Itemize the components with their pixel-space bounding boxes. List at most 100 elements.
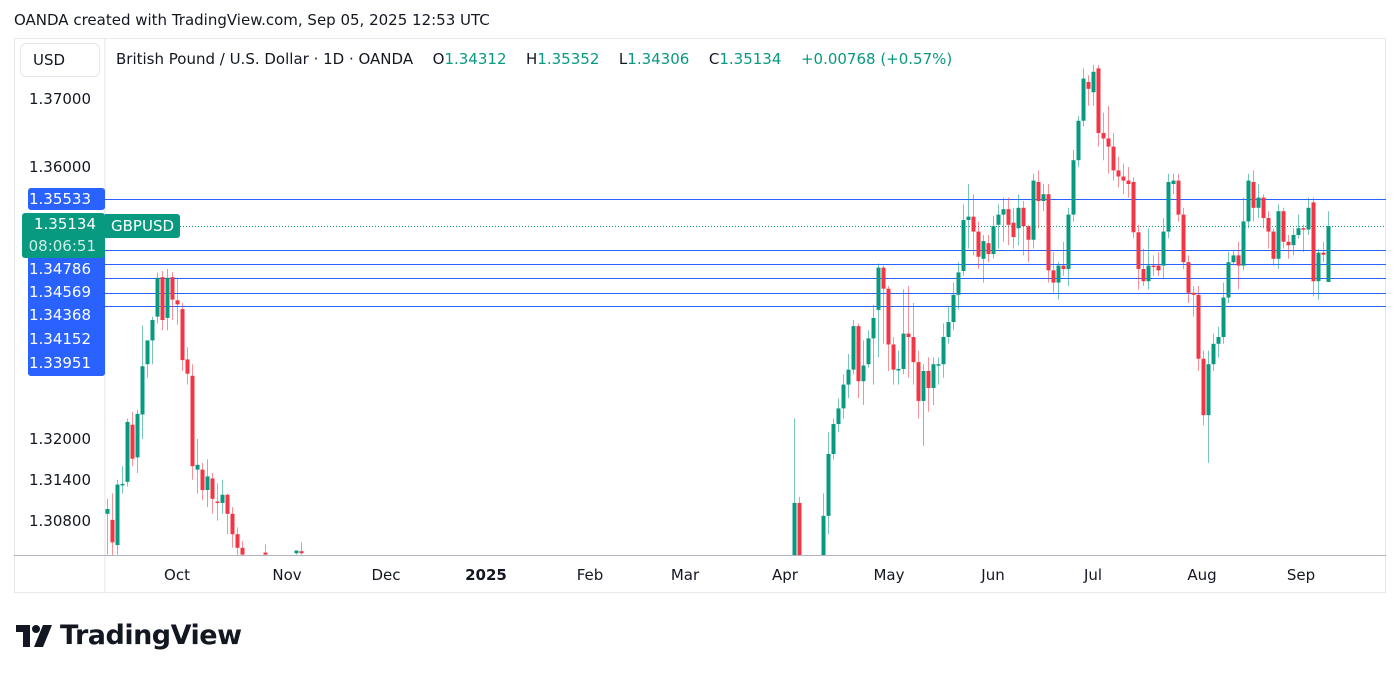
currency-button[interactable]: USD — [20, 43, 100, 77]
candle — [1161, 231, 1166, 266]
candle — [220, 494, 225, 503]
time-tick-label: May — [873, 566, 905, 584]
candle — [1106, 138, 1111, 147]
candle — [946, 322, 951, 337]
candle — [1021, 207, 1026, 227]
candle — [1231, 255, 1236, 263]
candle — [1301, 228, 1306, 230]
candle — [936, 364, 941, 366]
candle — [1091, 71, 1096, 93]
candle — [971, 216, 976, 232]
level-price-tag: 1.34152 — [28, 328, 105, 350]
legend-change: +0.00768 (+0.57%) — [800, 50, 953, 68]
candle — [1036, 181, 1041, 201]
candle — [1206, 364, 1211, 416]
candle — [1096, 68, 1101, 133]
candle — [1066, 214, 1071, 269]
candle — [1306, 207, 1311, 230]
candle — [155, 277, 160, 317]
candle — [1291, 235, 1296, 246]
candle — [185, 359, 190, 374]
tradingview-logo-icon — [16, 624, 52, 647]
candle — [125, 422, 130, 482]
time-tick-label: 2025 — [465, 566, 507, 584]
candle — [1286, 241, 1291, 246]
bar-countdown: 08:06:51 — [28, 237, 96, 255]
candle — [160, 277, 165, 320]
legend-high-label: H — [526, 50, 538, 68]
legend-title: British Pound / U.S. Dollar · 1D · OANDA — [116, 50, 414, 68]
candle — [1211, 343, 1216, 365]
candle — [1016, 207, 1021, 229]
candle — [1076, 120, 1081, 161]
candle — [145, 340, 150, 365]
candle — [1086, 82, 1091, 89]
candle — [1056, 265, 1061, 283]
candle — [1026, 226, 1031, 240]
time-tick-label: Mar — [670, 566, 700, 584]
price-tick-label: 1.32000 — [28, 430, 91, 448]
candle — [1111, 146, 1116, 171]
candle — [1311, 202, 1316, 282]
candle — [991, 226, 996, 255]
candle — [931, 364, 936, 388]
candle — [210, 478, 215, 499]
candle — [1266, 218, 1271, 232]
time-tick-label: Oct — [164, 566, 190, 584]
time-tick-label: Dec — [371, 566, 401, 584]
candle — [115, 484, 120, 546]
candle — [886, 288, 891, 345]
candle — [831, 424, 836, 454]
candle — [1061, 265, 1066, 269]
candle — [996, 214, 1001, 225]
candle — [1261, 197, 1266, 218]
candle — [951, 294, 956, 323]
candle — [1031, 180, 1036, 240]
level-price-tag: 1.34368 — [28, 304, 105, 326]
candle — [190, 375, 195, 467]
candle — [911, 337, 916, 363]
candle — [1256, 197, 1261, 208]
candle — [205, 476, 210, 490]
candle — [1221, 297, 1226, 337]
candle — [871, 317, 876, 339]
candle — [1136, 232, 1141, 269]
candle — [1196, 294, 1201, 359]
candle — [175, 300, 180, 305]
candle — [1116, 170, 1121, 177]
time-tick-label: Feb — [576, 566, 604, 584]
candle — [1276, 211, 1281, 259]
candle — [1151, 265, 1156, 268]
candle — [165, 277, 170, 318]
candle — [1001, 209, 1006, 215]
candle — [1156, 265, 1161, 271]
legend-close-value: 1.35134 — [719, 50, 782, 68]
candle — [200, 469, 205, 490]
candle — [110, 519, 115, 543]
last-price-tag: 1.35134 08:06:51 — [22, 213, 105, 258]
price-tick-label: 1.31400 — [28, 470, 91, 489]
candle — [263, 552, 268, 555]
candle — [891, 344, 896, 370]
tradingview-logo[interactable]: TradingView — [16, 620, 242, 651]
candle — [961, 220, 966, 272]
candle — [1216, 337, 1221, 344]
candle — [180, 309, 185, 361]
candle — [856, 326, 861, 382]
candle — [1131, 181, 1136, 233]
candle — [1006, 209, 1011, 225]
candle — [1191, 292, 1196, 295]
candle — [105, 509, 110, 514]
candle — [150, 320, 155, 341]
candle — [294, 550, 299, 554]
candle — [225, 494, 230, 514]
time-tick-label: Jun — [981, 566, 1005, 584]
legend-high-value: 1.35352 — [537, 50, 600, 68]
candle — [1181, 214, 1186, 263]
candle — [130, 424, 135, 459]
legend-close-label: C — [708, 50, 720, 68]
candle — [140, 366, 145, 415]
candle — [841, 384, 846, 409]
candle — [1316, 252, 1321, 282]
